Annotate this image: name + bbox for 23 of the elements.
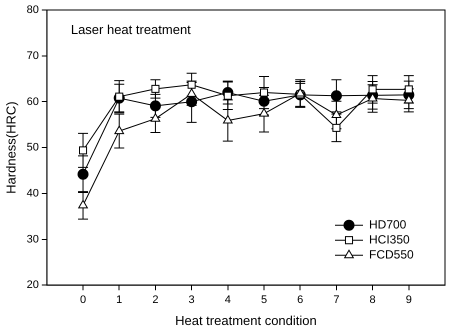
x-tick-label: 0 [80, 294, 86, 306]
x-tick-label: 5 [260, 294, 268, 306]
y-axis-title: Hardness(HRC) [3, 101, 18, 194]
y-tick-label: 70 [26, 50, 39, 62]
x-tick-label: 1 [116, 294, 122, 306]
y-tick-label: 50 [26, 142, 39, 154]
x-axis-title: Heat treatment condition [175, 312, 317, 328]
legend-label: HCI350 [369, 232, 410, 247]
x-tick-label: 4 [224, 294, 231, 306]
y-tick-label: 30 [26, 233, 39, 246]
x-tick-label: 6 [297, 294, 304, 306]
x-tick-label: 3 [188, 294, 195, 306]
y-tick-label: 40 [26, 188, 39, 200]
legend-label: FCD550 [369, 248, 414, 262]
y-tick-label: 20 [26, 279, 39, 292]
text: Laser heat treatment [70, 22, 192, 38]
x-tick-label: 9 [406, 294, 412, 306]
legend-label: HD700 [369, 218, 407, 232]
x-tick-label: 7 [333, 294, 340, 306]
y-tick-label: 80 [26, 4, 39, 16]
y-tick-label: 60 [26, 96, 39, 108]
x-tick-label: 8 [370, 294, 376, 306]
x-tick-label: 2 [152, 294, 158, 306]
